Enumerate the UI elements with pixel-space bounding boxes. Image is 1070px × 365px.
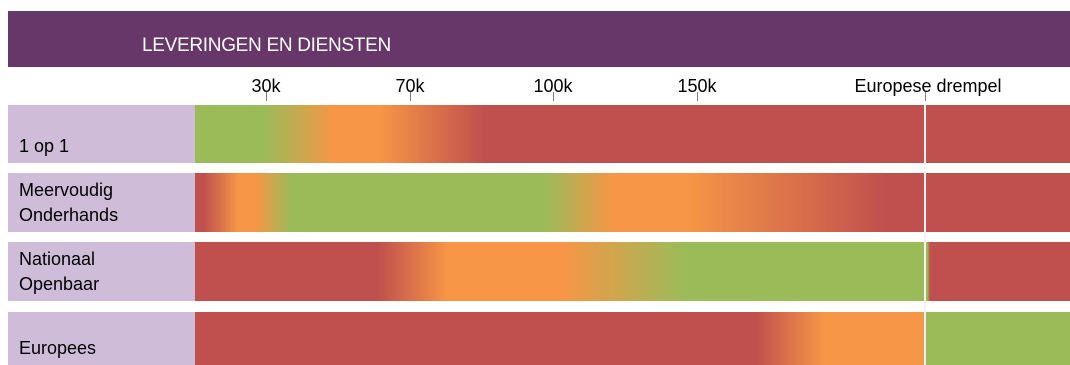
row-label-box: Meervoudig Onderhands xyxy=(8,173,195,232)
row-bar xyxy=(195,242,1070,301)
tick-label-150k: 150k xyxy=(677,76,717,96)
tick-label-70k: 70k xyxy=(395,76,425,96)
row-bar xyxy=(195,105,1070,163)
row-label: 1 op 1 xyxy=(19,136,70,156)
row-label-box: Nationaal Openbaar xyxy=(8,242,195,301)
tick-label-europese-drempel: Europese drempel xyxy=(854,76,1002,96)
row-label-box: 1 op 1 xyxy=(8,105,195,163)
chart-title: LEVERINGEN EN DIENSTEN xyxy=(142,35,391,56)
row-label: Nationaal Openbaar xyxy=(19,249,100,294)
tick-mark-150k xyxy=(697,92,698,101)
row-bar xyxy=(195,173,1070,232)
row-label: Meervoudig Onderhands xyxy=(19,180,119,225)
tick-label-100k: 100k xyxy=(533,76,573,96)
chart-header xyxy=(8,11,1070,67)
tick-mark-europese-drempel xyxy=(925,92,926,101)
tick-mark-30k xyxy=(266,92,267,101)
tick-mark-70k xyxy=(410,92,411,101)
row-label: Europees xyxy=(19,338,97,358)
tick-label-30k: 30k xyxy=(251,76,281,96)
tick-mark-100k xyxy=(553,92,554,101)
row-label-box: Europees xyxy=(8,312,195,365)
row-bar xyxy=(195,312,1070,365)
europese-drempel-line xyxy=(924,105,926,365)
